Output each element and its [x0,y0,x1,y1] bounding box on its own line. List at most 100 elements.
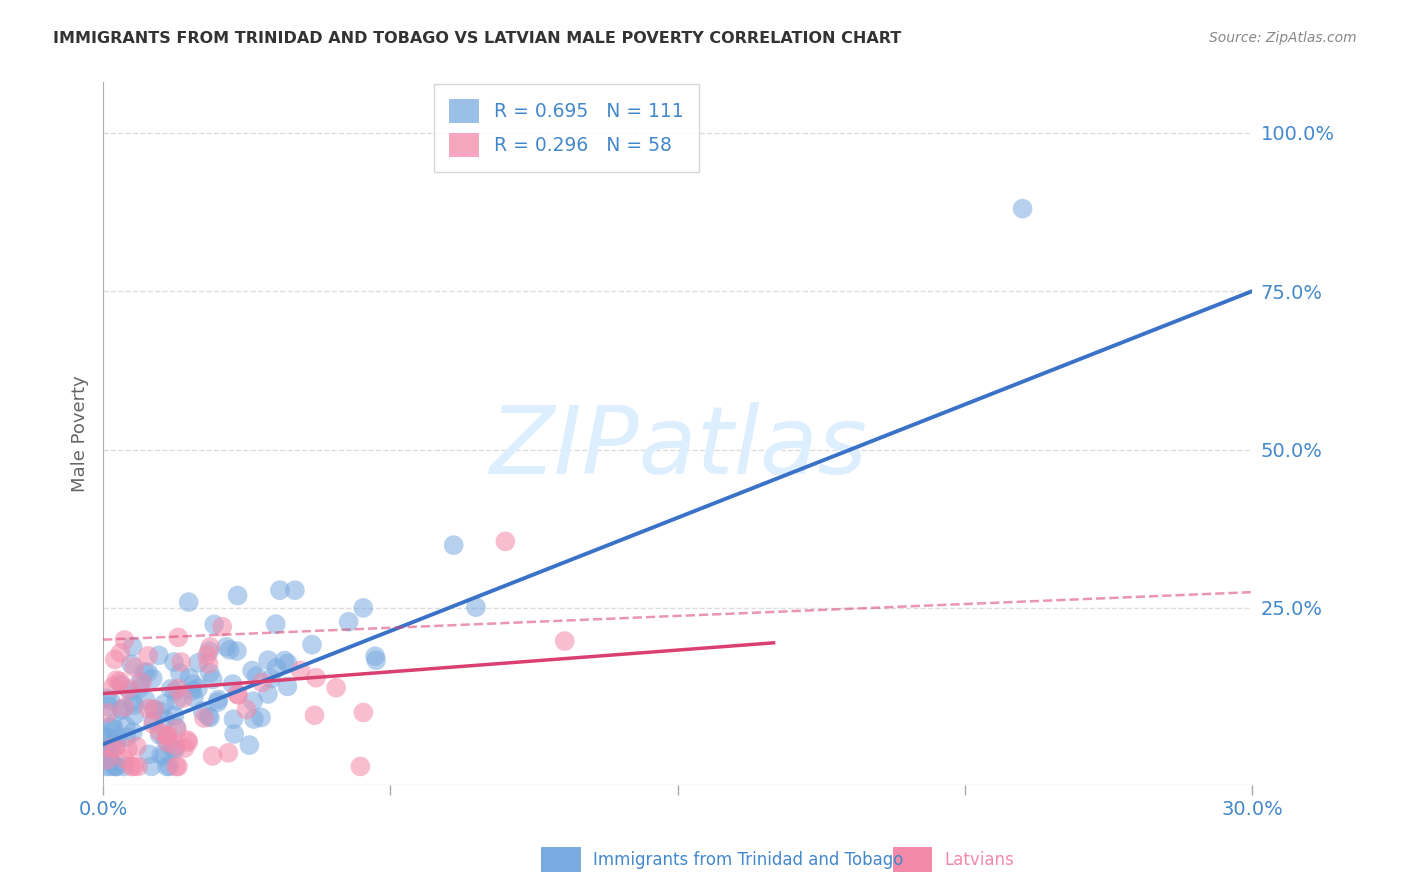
Point [284,583,307,598]
Point [141,759,163,773]
Point [166,722,188,736]
Point [198,710,221,724]
Point [352,706,374,720]
Point [103,722,125,736]
Point [112,752,135,766]
Point [108,674,131,689]
Point [96,759,118,773]
Point [121,695,143,709]
Point [222,677,245,691]
Point [107,731,129,746]
Point [115,719,138,733]
Point [195,648,218,663]
Point [250,675,273,690]
Point [364,649,387,664]
Point [187,656,209,670]
Point [554,634,576,648]
Point [163,684,186,698]
Point [97,748,120,763]
Point [136,665,159,680]
Point [121,640,143,654]
Point [98,759,121,773]
Point [166,681,188,696]
Point [217,746,239,760]
Point [218,642,240,657]
Point [183,690,205,705]
Point [352,600,374,615]
Point [104,759,127,773]
Point [148,728,170,742]
Point [100,741,122,756]
Point [153,712,176,726]
Point [129,674,152,689]
Point [162,742,184,756]
Point [273,654,295,668]
Point [104,652,127,666]
Point [207,692,229,706]
Point [240,664,263,678]
Point [100,754,122,768]
Point [187,681,209,696]
Point [96,706,118,720]
Point [215,640,238,654]
Point [226,688,249,702]
Point [97,747,120,762]
Point [276,680,298,694]
Point [305,671,328,685]
Point [153,749,176,764]
Point [167,759,190,773]
Point [98,731,121,746]
Point [142,672,165,686]
Point [110,678,132,692]
Point [156,729,179,743]
Point [138,747,160,762]
Point [165,759,187,773]
Point [105,739,128,753]
Point [176,733,198,747]
Point [201,748,224,763]
Point [197,657,219,671]
Point [127,759,149,773]
Point [103,734,125,748]
Point [235,702,257,716]
Point [149,724,172,739]
Point [250,710,273,724]
Point [100,693,122,707]
Point [97,747,120,762]
Point [167,631,190,645]
Point [96,691,118,706]
Point [165,720,187,734]
Point [226,644,249,658]
Point [163,708,186,723]
Point [163,655,186,669]
Point [226,687,249,701]
Point [198,640,221,654]
Point [120,684,142,698]
Point [120,759,142,773]
Point [120,657,142,672]
Point [110,646,132,660]
Point [494,534,516,549]
Point [169,665,191,680]
Point [269,583,291,598]
Text: Immigrants from Trinidad and Tobago: Immigrants from Trinidad and Tobago [593,851,904,869]
Point [136,702,159,716]
Point [112,759,135,773]
Point [136,648,159,663]
Point [177,735,200,749]
Point [105,759,128,773]
Point [304,708,326,723]
Point [100,720,122,734]
Point [243,712,266,726]
Point [117,681,139,696]
Point [222,712,245,726]
Point [105,673,128,687]
Point [443,538,465,552]
Point [181,677,204,691]
Point [257,687,280,701]
Point [226,589,249,603]
Point [131,675,153,690]
Point [135,693,157,707]
Point [111,703,134,717]
Point [179,671,201,685]
